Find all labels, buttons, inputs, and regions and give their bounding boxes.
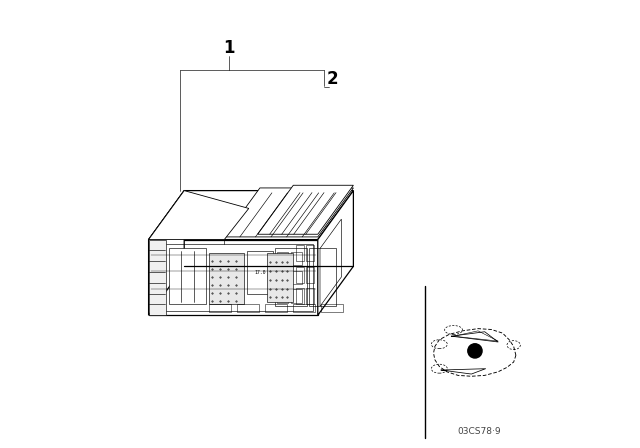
Polygon shape [224, 188, 353, 237]
Polygon shape [148, 190, 184, 315]
Text: 1: 1 [223, 39, 234, 57]
Text: 2: 2 [326, 70, 339, 88]
Polygon shape [258, 185, 353, 234]
Polygon shape [148, 190, 249, 240]
Polygon shape [318, 190, 353, 315]
Polygon shape [168, 249, 207, 304]
Polygon shape [209, 253, 244, 304]
Polygon shape [148, 240, 166, 315]
Text: 17.0: 17.0 [254, 270, 266, 275]
Polygon shape [267, 253, 293, 302]
Circle shape [468, 344, 482, 358]
Text: 03CS78·9: 03CS78·9 [458, 426, 501, 435]
Polygon shape [148, 240, 318, 315]
Polygon shape [148, 190, 353, 240]
Polygon shape [246, 251, 273, 294]
